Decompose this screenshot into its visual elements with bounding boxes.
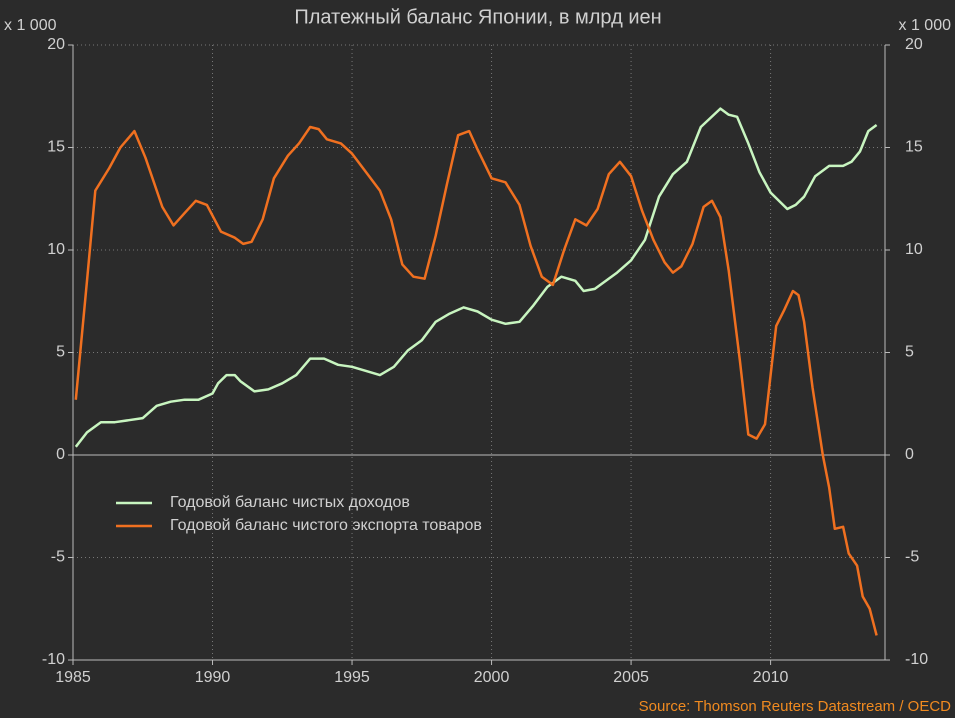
y2-axis-label: x 1 000	[899, 17, 952, 34]
y-axis-label: x 1 000	[4, 17, 57, 34]
x-tick-label: 2005	[613, 669, 649, 686]
x-tick-label: 2000	[474, 669, 510, 686]
y2-tick-label: -5	[905, 549, 919, 566]
series-line	[74, 125, 878, 636]
y-tick-label: -5	[51, 549, 65, 566]
legend-label: Годовой баланс чистых доходов	[170, 494, 410, 511]
source-note: Source: Thomson Reuters Datastream / OEC…	[639, 698, 952, 715]
x-tick-label: 2010	[753, 669, 789, 686]
chart-title: Платежный баланс Японии, в млрд иен	[294, 6, 661, 28]
y-tick-label: 15	[47, 139, 65, 156]
y2-tick-label: 0	[905, 446, 914, 463]
y2-tick-label: 20	[905, 36, 923, 53]
y-tick-label: -10	[42, 651, 65, 668]
series-line	[74, 107, 878, 448]
y-tick-label: 0	[56, 446, 65, 463]
y-tick-label: 20	[47, 36, 65, 53]
x-tick-label: 1990	[195, 669, 231, 686]
x-tick-label: 1985	[55, 669, 91, 686]
y2-tick-label: 5	[905, 344, 914, 361]
y2-tick-label: 15	[905, 139, 923, 156]
y-tick-label: 5	[56, 344, 65, 361]
x-tick-label: 1995	[334, 669, 370, 686]
legend-label: Годовой баланс чистого экспорта товаров	[170, 517, 482, 534]
y2-tick-label: 10	[905, 241, 923, 258]
y-tick-label: 10	[47, 241, 65, 258]
y2-tick-label: -10	[905, 651, 928, 668]
